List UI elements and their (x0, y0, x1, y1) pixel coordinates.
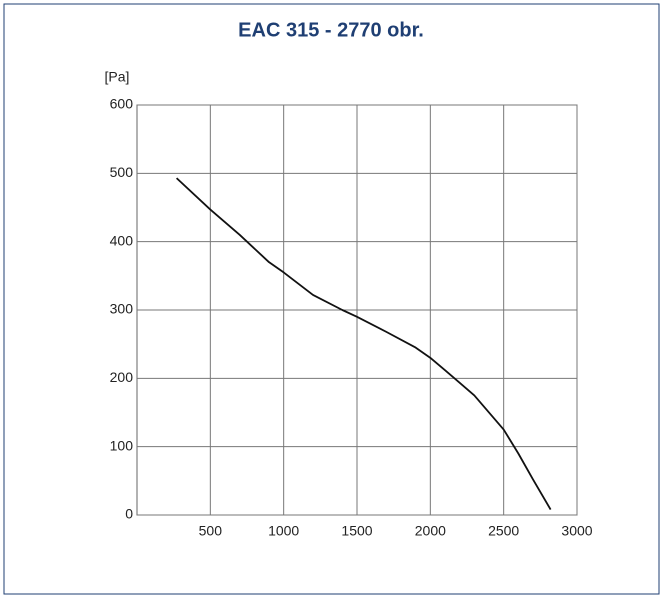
y-tick-label: 400 (110, 232, 134, 248)
y-tick-label: 200 (110, 369, 134, 385)
x-tick-label: 500 (199, 523, 223, 539)
frame (3, 3, 660, 595)
y-axis-label: [Pa] (105, 69, 130, 85)
x-tick-label: 1500 (341, 523, 372, 539)
chart-title: EAC 315 - 2770 obr. (238, 19, 424, 41)
line (175, 177, 552, 510)
x-tick-label: 1000 (268, 523, 299, 539)
y-tick-label: 600 (110, 96, 134, 112)
y-tick-label: 0 (125, 506, 133, 522)
y-tick-label: 300 (110, 301, 134, 317)
x-tick-label: 3000 (561, 523, 592, 539)
y-tick-label: 500 (110, 164, 134, 180)
x-tick-label: 2000 (415, 523, 446, 539)
x-tick-label: 2500 (488, 523, 519, 539)
y-tick-label: 100 (110, 437, 134, 453)
